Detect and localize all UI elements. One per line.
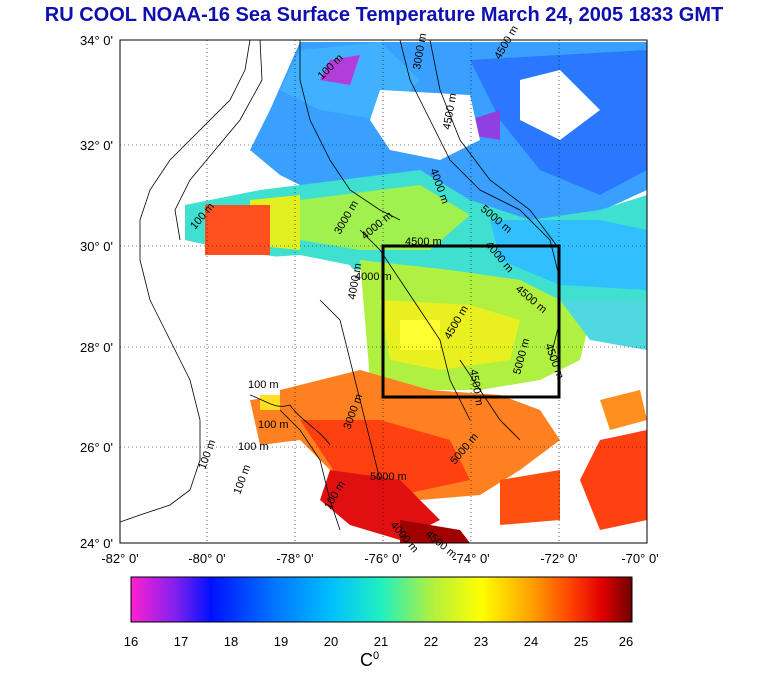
svg-text:100 m: 100 m — [238, 441, 269, 453]
svg-text:4500 m: 4500 m — [405, 236, 442, 248]
colorbar-tick: 26 — [619, 634, 633, 649]
latitude-labels: 34° 0' 32° 0' 30° 0' 28° 0' 26° 0' 24° 0… — [80, 33, 113, 551]
lat-label: 28° 0' — [80, 340, 113, 355]
lon-label: -78° 0' — [276, 551, 313, 566]
colorbar-tick: 24 — [524, 634, 538, 649]
lon-label: -76° 0' — [364, 551, 401, 566]
map-title: RU COOL NOAA-16 Sea Surface Temperature … — [44, 4, 724, 26]
colorbar-tick: 20 — [324, 634, 338, 649]
colorbar-tick: 21 — [374, 634, 388, 649]
colorbar-tick: 22 — [424, 634, 438, 649]
lat-label: 24° 0' — [80, 536, 113, 551]
svg-text:5000 m: 5000 m — [370, 471, 407, 483]
lat-label: 32° 0' — [80, 138, 113, 153]
lat-label: 34° 0' — [80, 33, 113, 48]
colorbar-tick: 25 — [574, 634, 588, 649]
lon-label: -70° 0' — [621, 551, 658, 566]
study-area-box — [381, 244, 561, 399]
svg-text:100 m: 100 m — [248, 379, 279, 391]
lat-label: 26° 0' — [80, 440, 113, 455]
lon-label: -72° 0' — [540, 551, 577, 566]
svg-text:100 m: 100 m — [258, 419, 289, 431]
colorbar — [130, 576, 633, 623]
sst-imagery — [140, 42, 647, 543]
colorbar-ticks: 16 17 18 19 20 21 22 23 24 25 26 — [124, 634, 633, 649]
colorbar-tick: 18 — [224, 634, 238, 649]
colorbar-tick: 23 — [474, 634, 488, 649]
lon-label: -74° 0' — [452, 551, 489, 566]
colorbar-tick: 19 — [274, 634, 288, 649]
map-border — [119, 39, 648, 544]
colorbar-tick: 16 — [124, 634, 138, 649]
lat-label: 30° 0' — [80, 239, 113, 254]
colorbar-tick: 17 — [174, 634, 188, 649]
svg-text:4000 m: 4000 m — [355, 271, 392, 283]
longitude-labels: -82° 0' -80° 0' -78° 0' -76° 0' -74° 0' … — [101, 551, 658, 566]
lon-label: -82° 0' — [101, 551, 138, 566]
colorbar-unit: C0 — [360, 650, 380, 670]
lon-label: -80° 0' — [188, 551, 225, 566]
